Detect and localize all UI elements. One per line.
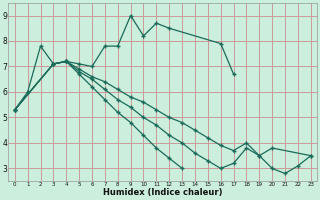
- X-axis label: Humidex (Indice chaleur): Humidex (Indice chaleur): [103, 188, 222, 197]
